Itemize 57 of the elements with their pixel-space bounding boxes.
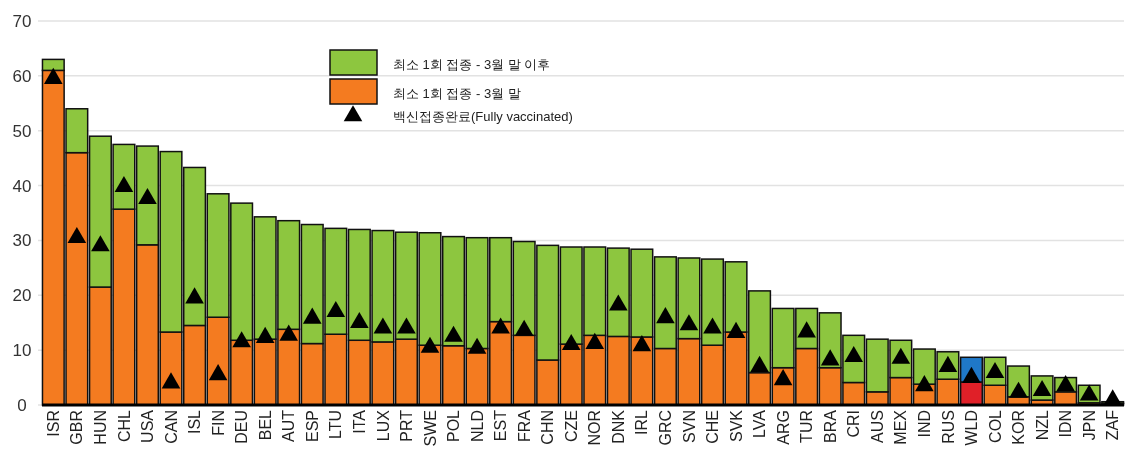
x-tick-label: NLD (468, 410, 486, 443)
legend-label: 최소 1회 접종 - 3월 말 이후 (393, 56, 551, 72)
x-tick-label: GBR (68, 410, 86, 445)
x-tick-label: LTU (327, 410, 345, 440)
x-tick-label: FRA (515, 409, 533, 442)
y-tick-label: 20 (12, 286, 32, 306)
x-tick-label: ARG (774, 410, 792, 445)
x-tick-label: FIN (209, 410, 227, 436)
x-tick-label: GRC (657, 410, 674, 446)
x-tick-label: EST (492, 409, 510, 442)
x-tick-label: ISR (44, 410, 62, 437)
x-tick-label: SVN (680, 410, 698, 443)
x-tick-label: COL (986, 409, 1004, 443)
x-tick-label: LVA (751, 409, 769, 438)
x-tick-label: ESP (303, 410, 321, 443)
x-tick-label: AUT (280, 409, 298, 442)
y-tick-label: 60 (12, 66, 32, 86)
x-tick-label: MEX (892, 409, 910, 445)
x-tick-label: KOR (1010, 410, 1028, 445)
x-tick-label: HUN (91, 410, 109, 445)
legend-label: 백신접종완료(Fully vaccinated) (393, 108, 573, 124)
x-tick-label: RUS (939, 410, 957, 444)
x-tick-label: NOR (586, 410, 604, 446)
x-tick-label: PRT (398, 409, 416, 442)
x-tick-label: LUX (374, 409, 392, 442)
x-tick-label: POL (445, 409, 463, 443)
x-tick-label: IDN (1057, 410, 1075, 438)
x-tick-label: CAN (162, 410, 180, 444)
x-tick-label: BRA (821, 409, 839, 443)
x-tick-label: CHL (115, 409, 133, 443)
x-tick-label: ZAF (1104, 409, 1122, 441)
x-tick-label: DNK (609, 409, 627, 444)
y-tick-label: 30 (12, 231, 32, 251)
y-tick-label: 0 (17, 395, 27, 415)
x-tick-label: TUR (798, 410, 816, 443)
x-tick-label: SWE (421, 410, 439, 447)
x-tick-label: IND (915, 410, 933, 438)
y-tick-label: 70 (12, 11, 32, 31)
x-tick-label: ISL (186, 409, 204, 435)
x-tick-label: AUS (868, 410, 886, 443)
y-tick-label: 40 (12, 176, 32, 196)
x-tick-label: NZL (1033, 409, 1051, 441)
x-tick-label: CRI (845, 410, 863, 438)
x-tick-label: IRL (633, 409, 651, 435)
x-tick-label: SVK (727, 409, 745, 443)
x-tick-label: ITA (350, 409, 368, 434)
x-tick-label: WLD (963, 410, 981, 446)
y-tick-label: 50 (12, 121, 32, 141)
x-tick-label: CHE (704, 410, 722, 444)
x-tick-label: JPN (1080, 410, 1098, 441)
y-tick-label: 10 (12, 341, 32, 361)
x-tick-label: USA (139, 409, 157, 443)
x-tick-label: CZE (562, 410, 580, 442)
x-tick-label: DEU (233, 410, 251, 444)
x-tick-label: BEL (256, 409, 274, 441)
legend-label: 최소 1회 접종 - 3월 말 (393, 85, 521, 101)
x-tick-label: CHN (539, 410, 557, 445)
